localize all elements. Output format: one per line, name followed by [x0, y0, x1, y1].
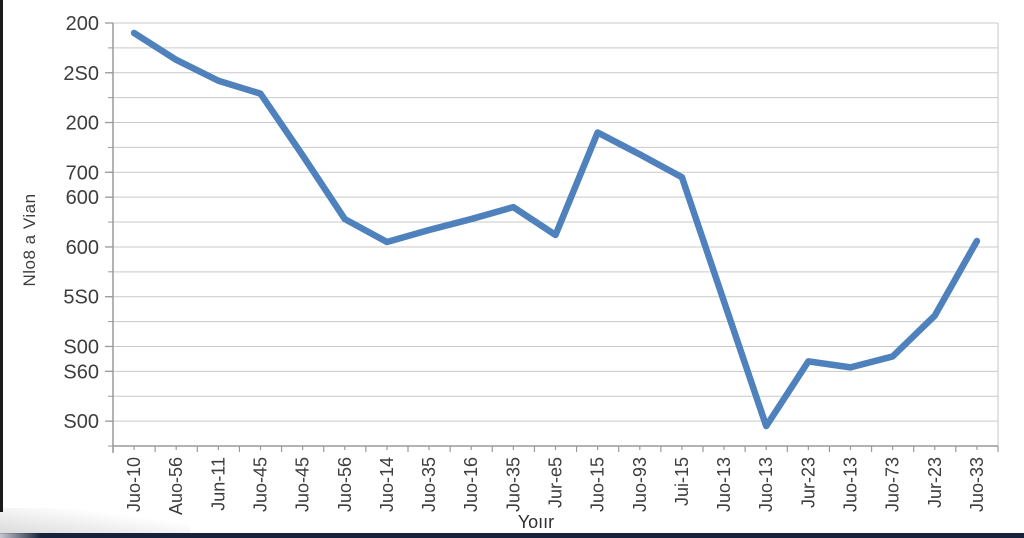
x-tick-label: Juo-35: [503, 457, 523, 512]
y-tick-label: 2S0: [63, 63, 99, 85]
x-tick-label: Juo-93: [630, 457, 650, 512]
x-tick-label: Juo-45: [293, 457, 313, 512]
x-tick-label: Juo-13: [841, 457, 861, 512]
x-tick-label: Juo-73: [883, 457, 903, 512]
x-tick-label: Juo-15: [588, 457, 608, 512]
y-tick-label: 200: [66, 13, 99, 35]
x-tick-label: Juo-16: [461, 457, 481, 512]
data-series-line: [130, 29, 981, 430]
x-tick-label: Juo-14: [377, 457, 397, 512]
window-bottom-bar: [0, 533, 1024, 538]
x-tick-label: Jur-23: [798, 457, 818, 508]
x-tick-label: Juo-56: [335, 457, 355, 512]
x-tick-label: Jui-15: [672, 457, 692, 506]
x-tick-label: Juo-13: [714, 457, 734, 512]
x-tick-label: Jur-e5: [546, 457, 566, 508]
y-tick-label: S00: [63, 336, 99, 358]
x-tick-label: Juo-33: [967, 457, 987, 512]
x-tick-label: Juo-10: [124, 457, 144, 512]
x-axis-title: Yoıır: [517, 512, 555, 532]
x-tick-label: Auo-56: [166, 457, 186, 515]
x-tick-label: Jur-23: [925, 457, 945, 508]
y-tick-label: 600: [66, 237, 99, 259]
bottom-left-smudge: [0, 508, 190, 534]
x-tick-label: Juo-35: [419, 457, 439, 512]
window-left-border: [0, 0, 3, 512]
y-tick-label: 200: [66, 113, 99, 135]
y-tick-label: S60: [63, 361, 99, 383]
x-tick-label: Jun-11: [208, 457, 228, 511]
y-tick-label: S00: [63, 411, 99, 433]
x-tick-label: Juo-45: [251, 457, 271, 512]
y-tick-label: 600: [66, 187, 99, 209]
y-axis-title: Nlo8 a Vian: [20, 193, 39, 287]
y-tick-label: 5S0: [63, 287, 99, 309]
y-tick-label: 700: [66, 162, 99, 184]
x-tick-label: Juo-13: [756, 457, 776, 512]
